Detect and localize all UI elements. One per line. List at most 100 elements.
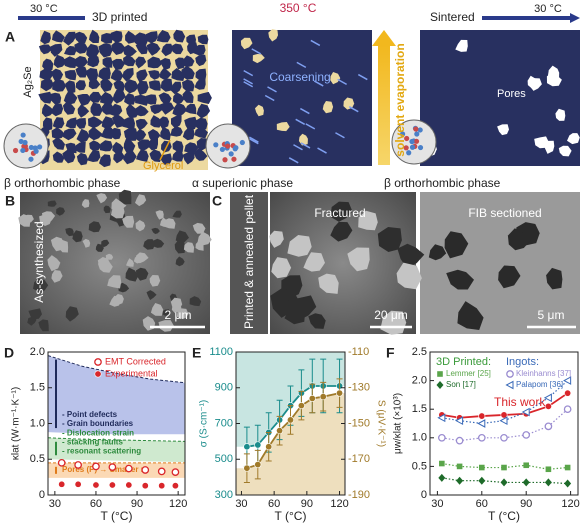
grain	[113, 151, 125, 164]
panel-label: C	[212, 193, 222, 209]
grain	[150, 115, 163, 128]
flow-arrow	[248, 138, 259, 145]
grain	[135, 56, 147, 69]
arrow-head	[372, 30, 396, 46]
region	[48, 462, 185, 478]
plot-frame	[429, 351, 579, 496]
marker	[437, 433, 446, 442]
grain	[174, 57, 185, 70]
image-label: FIB sectioned	[468, 206, 541, 220]
temp-label: 350 °C	[280, 1, 317, 15]
marker	[544, 402, 552, 410]
marker	[500, 433, 508, 442]
marker	[58, 480, 66, 488]
atom	[28, 144, 34, 151]
y-tick-label: 0.5	[412, 460, 427, 472]
grain	[135, 194, 147, 207]
grain	[98, 67, 111, 80]
grain	[145, 94, 157, 105]
grain	[149, 149, 163, 162]
y2-tick-label: -190	[348, 489, 370, 501]
grain	[87, 150, 101, 162]
grain	[122, 44, 137, 58]
grain	[65, 80, 76, 95]
annotation: Glycerol	[143, 160, 183, 172]
grain	[100, 77, 113, 92]
grain	[97, 257, 110, 270]
sem-strip	[230, 192, 268, 334]
grain	[84, 68, 99, 83]
grain	[112, 113, 126, 128]
grain	[38, 319, 49, 332]
flow-arrow	[296, 61, 307, 69]
legend-title: Ingots:	[506, 356, 539, 368]
y2-tick-label: -170	[348, 453, 370, 465]
annotation: Coarsening	[269, 70, 330, 84]
grain	[123, 127, 138, 141]
grain	[276, 122, 290, 132]
x-tick-label: 60	[90, 498, 102, 510]
marker	[500, 478, 508, 487]
marker	[74, 461, 82, 469]
pointer	[159, 139, 171, 161]
grain	[181, 55, 195, 68]
atom	[20, 147, 26, 154]
marker	[437, 371, 443, 377]
panel-label: E	[192, 345, 201, 361]
y-tick-label: 2.5	[412, 346, 427, 358]
x-tick-label: 120	[561, 498, 579, 510]
grain	[497, 124, 509, 136]
grain	[184, 142, 199, 153]
atom	[399, 131, 406, 137]
grain	[146, 42, 161, 56]
atom	[225, 143, 231, 149]
grain	[152, 238, 165, 248]
atom	[409, 138, 415, 145]
panel-label: A	[5, 29, 15, 45]
grain	[322, 101, 334, 114]
region-edge	[48, 355, 185, 384]
grain	[159, 68, 172, 80]
y-tick-label: 1.0	[412, 432, 427, 444]
grain	[252, 54, 265, 64]
grain	[160, 126, 171, 141]
flow-arrow	[249, 136, 259, 143]
atom	[231, 156, 237, 162]
y-tick-label: 1.5	[30, 382, 45, 394]
grain	[53, 54, 67, 68]
grain	[123, 137, 136, 153]
sem-image	[420, 192, 580, 334]
grain	[87, 53, 100, 68]
region	[48, 355, 185, 435]
grain	[49, 92, 62, 105]
grain	[40, 78, 54, 92]
y2-tick-label: -130	[348, 382, 370, 394]
atom	[409, 144, 416, 150]
grain	[89, 29, 100, 43]
grain	[182, 79, 195, 92]
flow-arrow	[243, 69, 254, 77]
marker	[171, 482, 179, 490]
y-axis-label: μw/κlat (×10³)	[393, 393, 404, 454]
marker	[478, 412, 486, 420]
marker	[94, 370, 102, 378]
grain	[197, 34, 209, 45]
marker	[544, 422, 553, 431]
y-tick-label: 0	[421, 489, 427, 501]
grain	[65, 306, 79, 322]
marker	[92, 481, 100, 489]
grain	[33, 278, 49, 292]
grain	[123, 151, 137, 165]
grain	[89, 140, 102, 152]
atom	[18, 138, 24, 145]
marker	[254, 461, 262, 469]
grain	[75, 66, 88, 78]
grain	[397, 243, 425, 268]
grain	[42, 58, 54, 71]
grain	[113, 79, 126, 91]
marker	[141, 482, 149, 490]
marker	[243, 464, 251, 472]
grain	[122, 67, 134, 82]
grain	[23, 214, 34, 224]
grain	[62, 101, 76, 115]
